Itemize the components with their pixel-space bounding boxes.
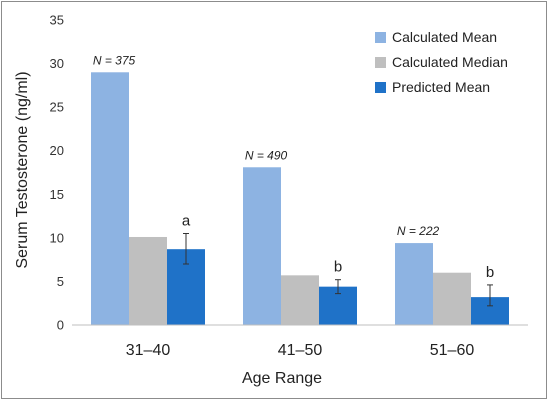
bar-calculated-mean bbox=[91, 72, 129, 326]
y-tick-label: 0 bbox=[57, 318, 64, 333]
y-tick-label: 35 bbox=[50, 13, 64, 28]
bar-calculated-mean bbox=[243, 167, 281, 325]
y-tick-label: 30 bbox=[50, 56, 64, 71]
category-labels: 31–40 41–50 51–60 bbox=[126, 342, 475, 359]
y-tick-label: 25 bbox=[50, 100, 64, 115]
bar-calculated-median bbox=[281, 275, 319, 325]
x-axis-title: Age Range bbox=[242, 370, 322, 387]
significance-label: b bbox=[486, 264, 494, 281]
legend-swatch bbox=[375, 82, 386, 93]
legend-label: Predicted Mean bbox=[392, 79, 490, 95]
y-axis-ticks: 0 5 10 15 20 25 30 35 bbox=[50, 13, 64, 333]
sample-size-label: N = 490 bbox=[245, 148, 288, 162]
sample-size-label: N = 222 bbox=[397, 224, 440, 238]
x-tick-label: 31–40 bbox=[126, 342, 171, 359]
legend-label: Calculated Median bbox=[392, 54, 508, 70]
y-tick-label: 20 bbox=[50, 143, 64, 158]
y-tick-label: 10 bbox=[50, 230, 64, 245]
x-tick-label: 51–60 bbox=[430, 342, 475, 359]
legend-swatch bbox=[375, 32, 386, 43]
significance-label: b bbox=[334, 259, 342, 276]
bar-calculated-mean bbox=[395, 243, 433, 325]
y-tick-label: 5 bbox=[57, 274, 64, 289]
legend-swatch bbox=[375, 57, 386, 68]
significance-label: a bbox=[182, 213, 191, 230]
y-tick-label: 15 bbox=[50, 187, 64, 202]
bars: N = 375 a N = 490 b N = 222 b bbox=[91, 53, 509, 326]
legend-label: Calculated Mean bbox=[392, 29, 497, 45]
bar-calculated-median bbox=[129, 236, 167, 325]
y-axis-title: Serum Testosterone (ng/ml) bbox=[14, 71, 31, 268]
bar-calculated-median bbox=[433, 272, 471, 325]
x-tick-label: 41–50 bbox=[278, 342, 323, 359]
sample-size-label: N = 375 bbox=[93, 53, 136, 67]
legend: Calculated Mean Calculated Median Predicte… bbox=[375, 29, 508, 95]
